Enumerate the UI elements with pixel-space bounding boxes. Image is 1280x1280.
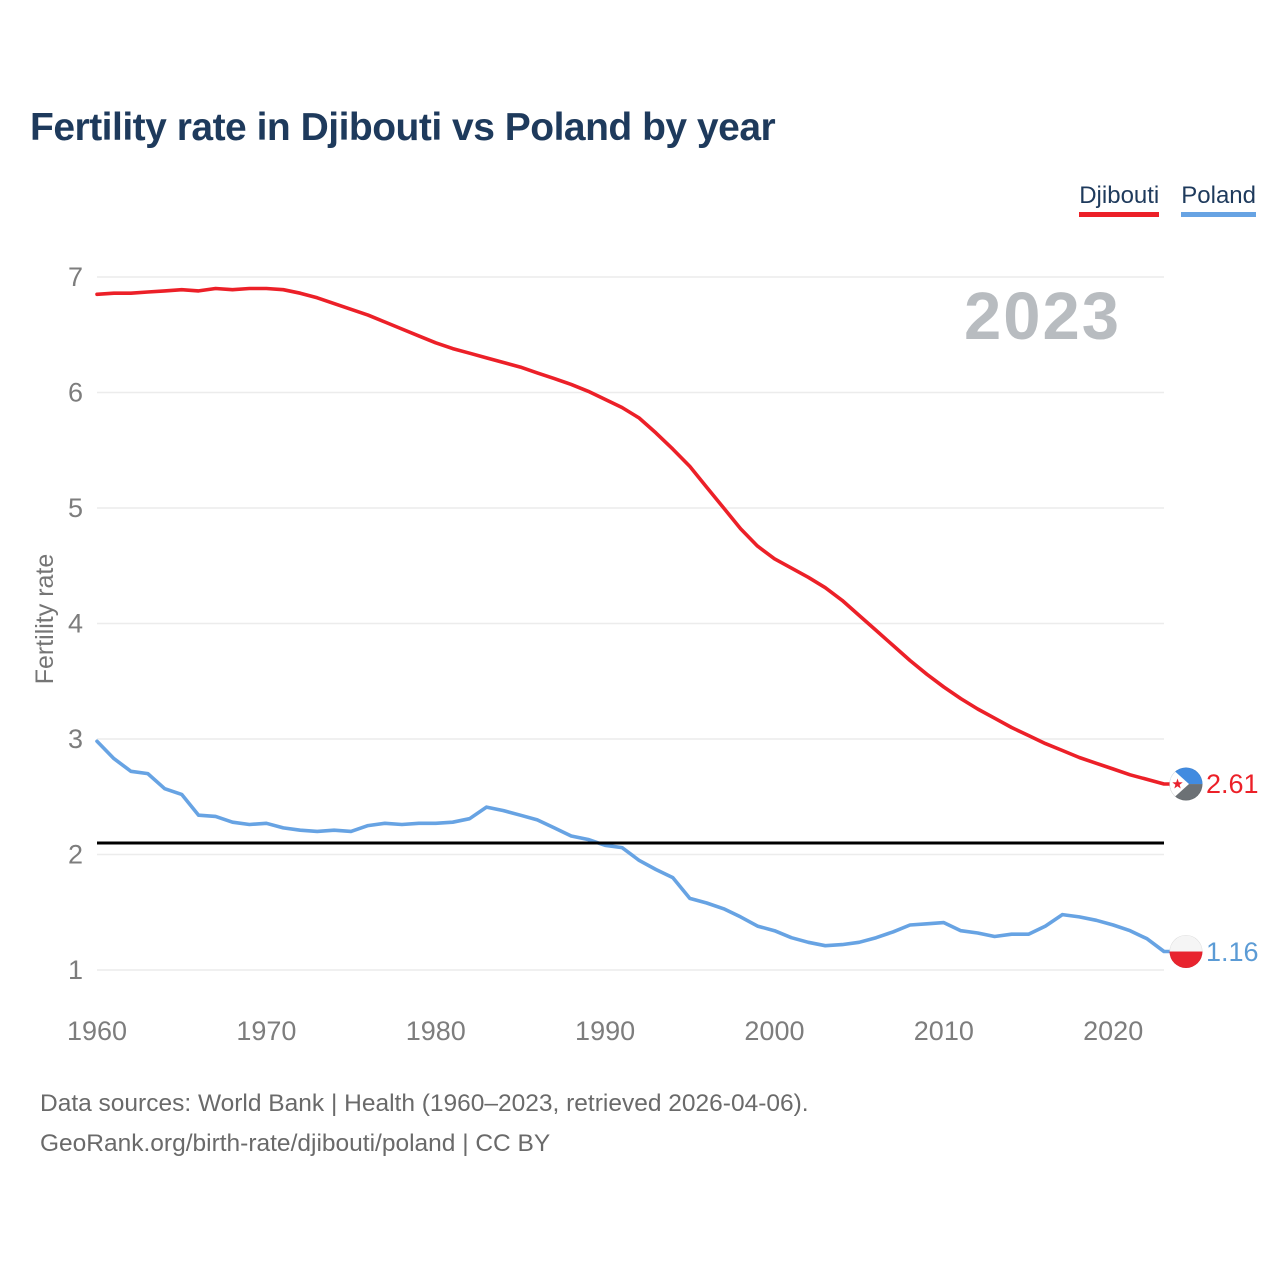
x-tick-label: 2000 xyxy=(744,1016,804,1046)
y-tick-label: 4 xyxy=(68,609,83,639)
legend-item-poland[interactable]: Poland xyxy=(1181,182,1256,217)
y-tick-label: 6 xyxy=(68,378,83,408)
x-tick-label: 1960 xyxy=(67,1016,127,1046)
poland-value-label: 1.16 xyxy=(1206,937,1259,967)
x-tick-label: 1970 xyxy=(236,1016,296,1046)
poland-line xyxy=(95,739,1174,954)
footer-attribution-line: GeoRank.org/birth-rate/djibouti/poland |… xyxy=(40,1130,551,1157)
djibouti-value-label: 2.61 xyxy=(1206,769,1259,799)
page-title: Fertility rate in Djibouti vs Poland by … xyxy=(30,106,776,149)
x-tick-label: 1990 xyxy=(575,1016,635,1046)
y-tick-label: 2 xyxy=(68,840,83,870)
djibouti-line xyxy=(95,286,1174,786)
poland-flag-icon xyxy=(1169,935,1203,969)
footer: Data sources: World Bank | Health (1960–… xyxy=(40,1084,809,1164)
y-tick-label: 1 xyxy=(68,955,83,985)
x-tick-label: 2020 xyxy=(1083,1016,1143,1046)
legend-label-poland: Poland xyxy=(1181,182,1256,209)
y-tick-label: 5 xyxy=(68,493,83,523)
x-tick-label: 1980 xyxy=(406,1016,466,1046)
legend-label-djibouti: Djibouti xyxy=(1079,182,1160,209)
footer-sources-line: Data sources: World Bank | Health (1960–… xyxy=(40,1090,809,1117)
y-tick-label: 3 xyxy=(68,724,83,754)
watermark-year: 2023 xyxy=(964,279,1122,354)
y-tick-label: 7 xyxy=(68,262,83,292)
x-tick-label: 2010 xyxy=(914,1016,974,1046)
djibouti-flag-icon xyxy=(1169,767,1203,801)
legend: Djibouti Poland xyxy=(1079,182,1256,217)
legend-item-djibouti[interactable]: Djibouti xyxy=(1079,182,1160,217)
